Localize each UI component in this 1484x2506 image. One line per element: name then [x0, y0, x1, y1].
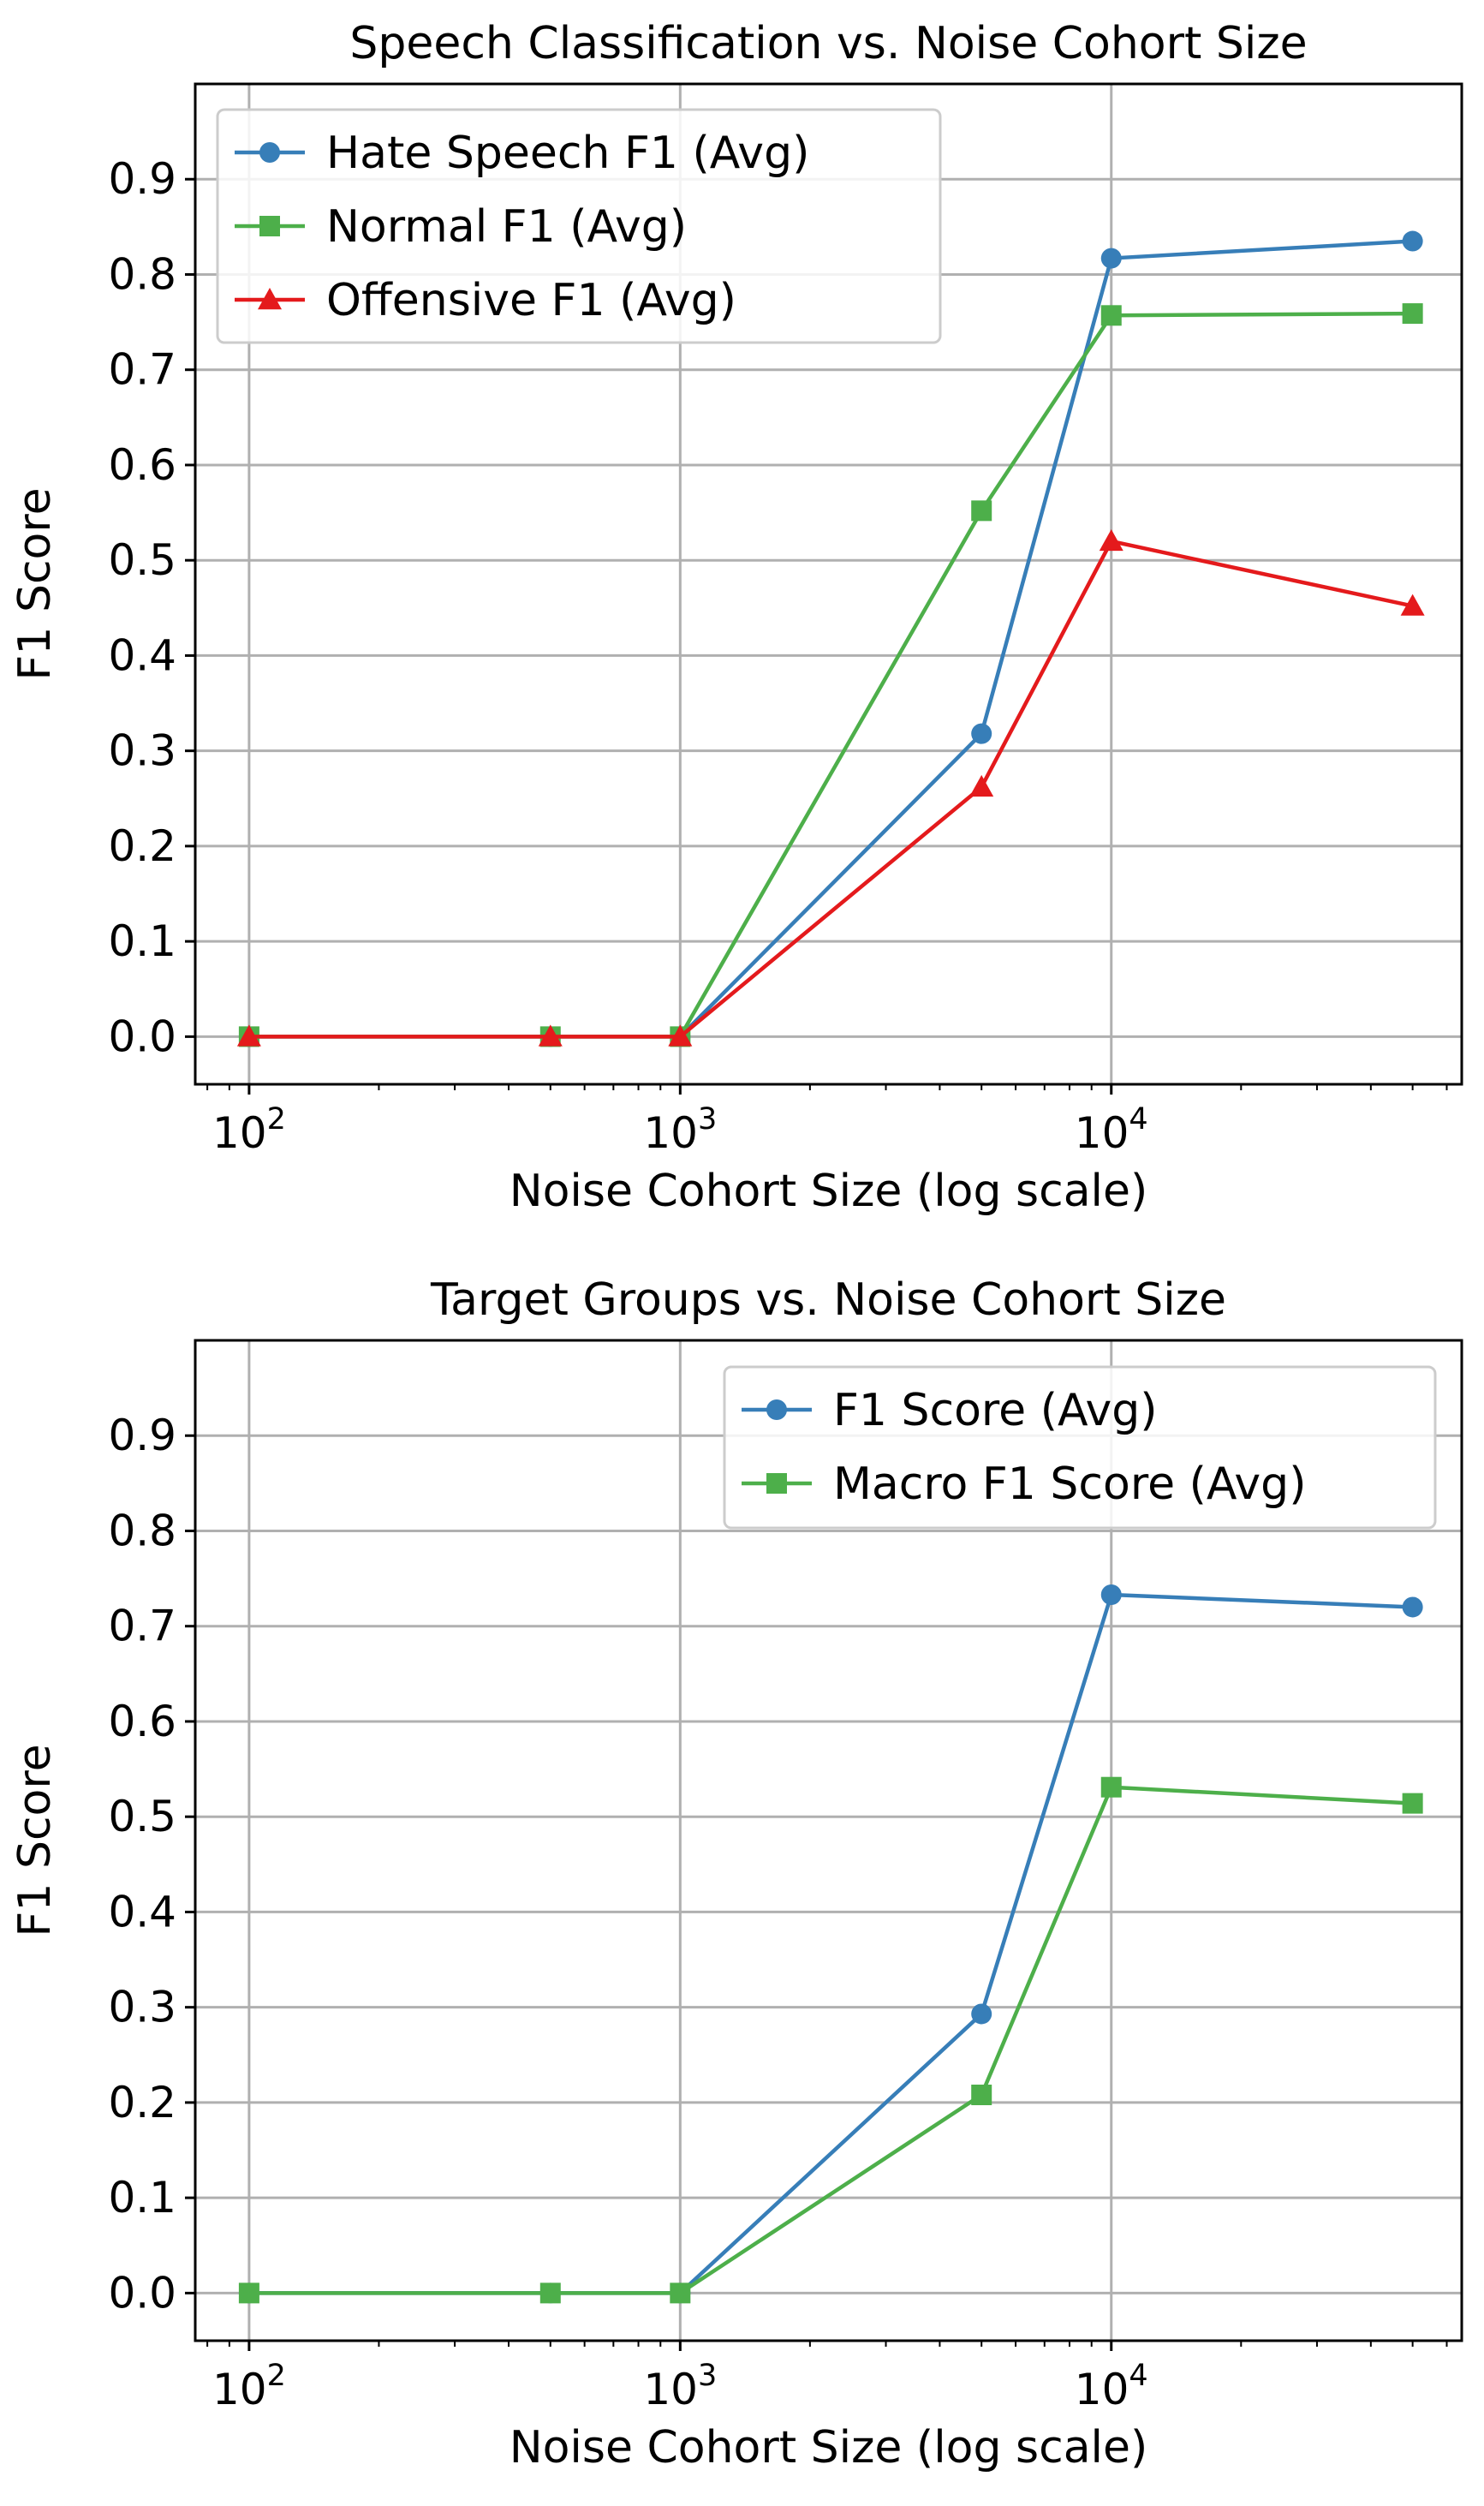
y-tick-label: 0.1	[108, 916, 176, 966]
legend-marker	[766, 1473, 787, 1494]
y-tick-label: 0.9	[108, 1411, 176, 1460]
data-point	[539, 2282, 561, 2304]
legend-label: Hate Speech F1 (Avg)	[326, 128, 809, 179]
y-axis-label: F1 Score	[9, 487, 61, 680]
data-point	[238, 2282, 259, 2304]
legend: Hate Speech F1 (Avg) Normal F1 (Avg) Offen…	[216, 108, 942, 344]
data-point	[1402, 1793, 1423, 1814]
y-tick-label: 0.8	[108, 1506, 176, 1555]
series-3	[236, 528, 1425, 1047]
x-tick-label: 102	[212, 2359, 286, 2414]
plot-frame	[194, 82, 1463, 1086]
data-point	[1100, 248, 1122, 269]
x-axis-label: Noise Cohort Size (log scale)	[510, 1166, 1148, 1217]
y-tick-label: 0.0	[108, 2268, 176, 2318]
data-point	[538, 1024, 563, 1047]
y-axis-label: F1 Score	[9, 1744, 61, 1936]
x-tick-label: 102	[212, 1102, 286, 1158]
data-point	[668, 1024, 693, 1047]
data-point	[1099, 528, 1123, 552]
data-point	[670, 2282, 691, 2304]
chart-1: 0.0 0.1 0.2 0.3 0.4 0.5 0.6 0.7 0.8 0.9 102 103 104 S…	[9, 18, 1463, 1217]
y-tick-label: 0.3	[108, 1983, 176, 2032]
data-point	[1100, 1776, 1122, 1798]
legend-box	[216, 108, 942, 344]
y-tick-label: 0.5	[108, 535, 176, 585]
y-tick-label: 0.7	[108, 1602, 176, 1651]
legend-box	[723, 1365, 1437, 1530]
data-point	[971, 500, 992, 522]
chart-title: Target Groups vs. Noise Cohort Size	[430, 1274, 1226, 1326]
series-line	[248, 311, 1413, 1039]
legend-marker	[259, 216, 280, 236]
y-tick-label: 0.7	[108, 345, 176, 395]
y-tick-label: 0.6	[108, 1697, 176, 1746]
data-point	[971, 2085, 992, 2106]
series-line	[248, 1785, 1413, 2295]
data-point	[971, 723, 992, 744]
y-tick-label: 0.0	[108, 1011, 176, 1061]
x-tick-label: 103	[643, 2359, 717, 2414]
data-point	[1402, 303, 1423, 325]
data-point	[236, 1024, 261, 1047]
y-axis: 0.0 0.1 0.2 0.3 0.4 0.5 0.6 0.7 0.8 0.9	[108, 154, 195, 1061]
legend-label: F1 Score (Avg)	[833, 1385, 1158, 1436]
data-point	[1402, 230, 1423, 252]
x-tick-label: 104	[1075, 1102, 1148, 1158]
legend-marker	[258, 288, 282, 310]
legend-label: Offensive F1 (Avg)	[326, 275, 736, 326]
data-point	[1100, 1584, 1122, 1606]
legend-label: Normal F1 (Avg)	[326, 201, 687, 253]
data-point	[1100, 305, 1122, 326]
y-tick-label: 0.4	[108, 630, 176, 680]
x-axis: 102 103 104	[206, 1084, 1448, 1158]
y-tick-label: 0.3	[108, 726, 176, 776]
data-point	[1400, 594, 1425, 616]
x-tick-label: 104	[1075, 2359, 1148, 2414]
legend-marker	[766, 1399, 787, 1420]
legend-label: Macro F1 Score (Avg)	[833, 1459, 1306, 1510]
y-tick-label: 0.2	[108, 821, 176, 871]
y-axis: 0.0 0.1 0.2 0.3 0.4 0.5 0.6 0.7 0.8 0.9	[108, 1411, 195, 2318]
plot-frame	[194, 1339, 1463, 2342]
series-2	[238, 303, 1423, 1047]
series-1	[238, 230, 1423, 1047]
y-tick-label: 0.6	[108, 440, 176, 490]
legend-marker	[259, 142, 280, 163]
data-point	[969, 774, 994, 797]
y-tick-label: 0.9	[108, 154, 176, 204]
x-tick-label: 103	[643, 1102, 717, 1158]
x-axis: 102 103 104	[206, 2341, 1448, 2414]
y-tick-label: 0.1	[108, 2173, 176, 2223]
series-line	[248, 539, 1414, 1039]
series-line	[248, 1592, 1413, 2295]
y-tick-label: 0.5	[108, 1792, 176, 1841]
y-tick-label: 0.4	[108, 1887, 176, 1936]
chart-2: 0.0 0.1 0.2 0.3 0.4 0.5 0.6 0.7 0.8 0.9 102 103 104 T…	[9, 1274, 1463, 2473]
x-axis-label: Noise Cohort Size (log scale)	[510, 2422, 1148, 2473]
series-line	[248, 239, 1413, 1039]
legend: F1 Score (Avg) Macro F1 Score (Avg)	[723, 1365, 1437, 1530]
series-2	[238, 1776, 1423, 2304]
y-tick-label: 0.8	[108, 249, 176, 299]
chart-title: Speech Classification vs. Noise Cohort S…	[349, 18, 1307, 69]
data-point	[1402, 1596, 1423, 1618]
data-point	[971, 2003, 992, 2025]
y-tick-label: 0.2	[108, 2078, 176, 2127]
